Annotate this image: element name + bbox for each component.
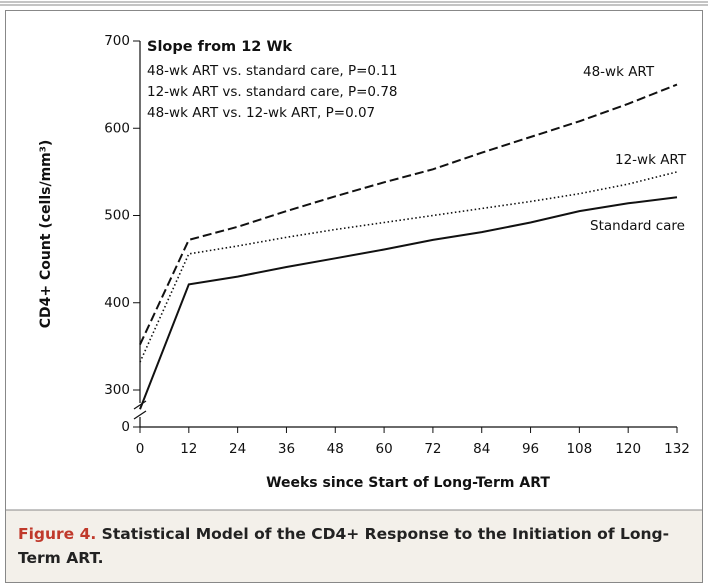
series-line xyxy=(139,171,678,363)
series-label: 12-wk ART xyxy=(615,152,687,168)
x-tick-label: 72 xyxy=(424,441,441,457)
x-tick-label: 60 xyxy=(375,441,392,457)
y-tick-label: 400 xyxy=(104,295,130,311)
x-tick-label: 0 xyxy=(136,441,145,457)
annotation-title: Slope from 12 Wk xyxy=(147,39,292,55)
y-tick-label: 700 xyxy=(104,33,130,49)
x-tick-label: 120 xyxy=(615,441,641,457)
x-tick-label: 108 xyxy=(566,441,592,457)
x-tick-label: 36 xyxy=(278,441,295,457)
x-tick-label: 84 xyxy=(473,441,490,457)
x-axis-label: Weeks since Start of Long-Term ART xyxy=(266,475,550,491)
caption-label: Figure 4. xyxy=(18,525,97,543)
y-tick-label: 300 xyxy=(104,382,130,398)
y-tick-label: 0 xyxy=(121,419,130,435)
series-line xyxy=(139,83,678,346)
annotation-line: 48-wk ART vs. 12-wk ART, P=0.07 xyxy=(147,105,375,121)
series-line xyxy=(139,196,678,410)
axis-break xyxy=(133,410,147,420)
y-axis-label: CD4+ Count (cells/mm³) xyxy=(38,140,54,329)
x-tick-label: 24 xyxy=(229,441,246,457)
caption: Figure 4. Statistical Model of the CD4+ … xyxy=(18,522,690,570)
annotation-line: 48-wk ART vs. standard care, P=0.11 xyxy=(147,63,398,79)
y-tick-label: 600 xyxy=(104,120,130,136)
x-tick-label: 96 xyxy=(522,441,539,457)
annotation-line: 12-wk ART vs. standard care, P=0.78 xyxy=(147,84,398,100)
series-label: 48-wk ART xyxy=(583,64,655,80)
x-tick-label: 48 xyxy=(327,441,344,457)
y-tick-label: 500 xyxy=(104,208,130,224)
x-tick-label: 132 xyxy=(664,441,690,457)
frame xyxy=(5,10,703,583)
axis-break xyxy=(133,400,147,410)
caption-text: Statistical Model of the CD4+ Response t… xyxy=(18,525,670,567)
caption-box xyxy=(6,510,702,582)
series-label: Standard care xyxy=(590,218,685,234)
x-tick-label: 12 xyxy=(180,441,197,457)
